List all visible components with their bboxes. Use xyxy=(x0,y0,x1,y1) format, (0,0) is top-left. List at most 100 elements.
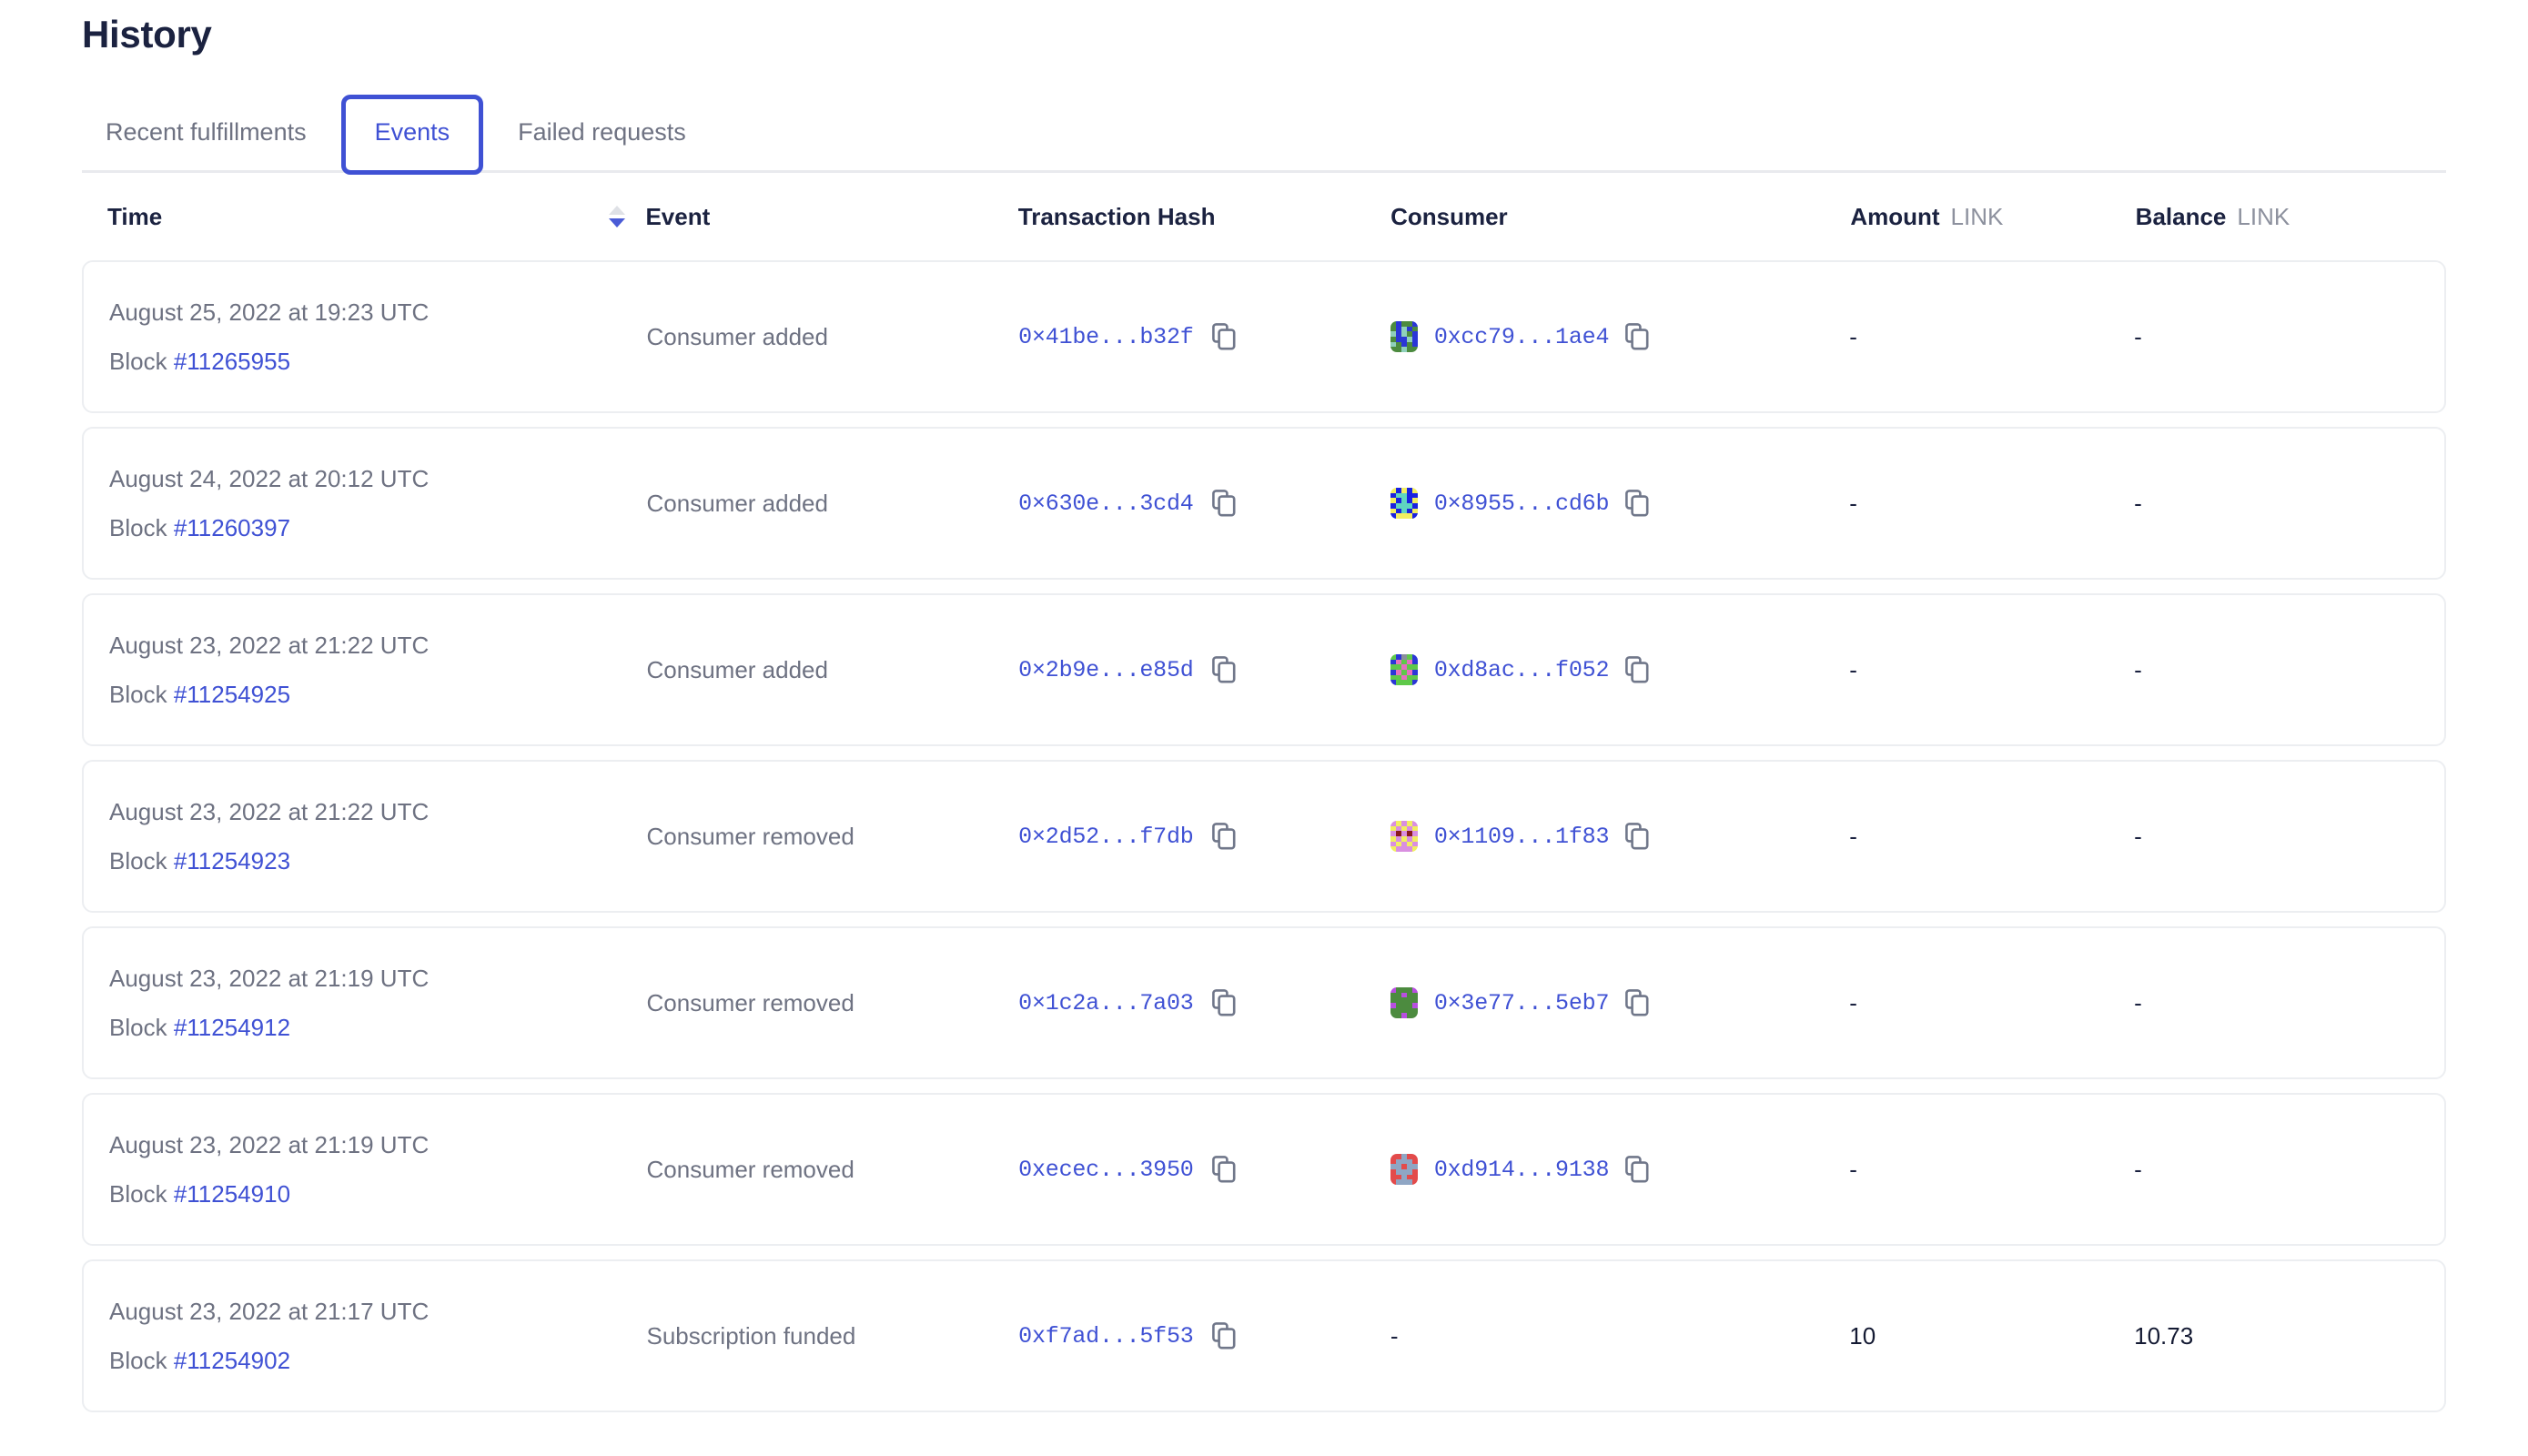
copy-icon[interactable] xyxy=(1625,989,1649,1016)
column-header-balance-label: Balance xyxy=(2135,203,2227,230)
block-number-link[interactable]: #11254923 xyxy=(173,847,291,875)
copy-icon[interactable] xyxy=(1625,823,1649,850)
transaction-hash-link[interactable]: 0×630e...3cd4 xyxy=(1018,490,1194,517)
cell-amount: - xyxy=(1849,490,2134,518)
column-header-transaction-hash[interactable]: Transaction Hash xyxy=(1018,202,1390,231)
cell-event: Consumer added xyxy=(646,656,828,683)
copy-icon[interactable] xyxy=(1211,323,1236,350)
copy-icon[interactable] xyxy=(1211,1156,1236,1183)
consumer-address[interactable]: 0xd914...9138 xyxy=(1433,1156,1610,1183)
tab-events[interactable]: Events xyxy=(340,95,484,175)
consumer-address[interactable]: 0×3e77...5eb7 xyxy=(1433,989,1610,1016)
cell-transaction-hash: 0×630e...3cd4 xyxy=(1018,490,1390,517)
balance-value: - xyxy=(2134,489,2142,517)
cell-consumer: 0xd914...9138 xyxy=(1390,1154,1849,1185)
consumer-address[interactable]: 0xcc79...1ae4 xyxy=(1433,323,1610,350)
copy-icon[interactable] xyxy=(1211,490,1236,517)
event-timestamp: August 23, 2022 at 21:22 UTC xyxy=(109,632,430,659)
transaction-hash-link[interactable]: 0×2b9e...e85d xyxy=(1018,656,1194,683)
table-row[interactable]: August 23, 2022 at 21:17 UTC Block #11254… xyxy=(82,1259,2446,1412)
block-number-link[interactable]: #11254910 xyxy=(173,1180,291,1208)
amount-value: - xyxy=(1849,322,1857,350)
table-body: August 25, 2022 at 19:23 UTC Block #11265… xyxy=(82,260,2446,1412)
table-row[interactable]: August 24, 2022 at 20:12 UTC Block #11260… xyxy=(82,427,2446,580)
block-label: Block xyxy=(109,1347,174,1374)
tab-failed-requests[interactable]: Failed requests xyxy=(494,95,710,171)
column-header-consumer[interactable]: Consumer xyxy=(1390,202,1850,231)
event-timestamp: August 24, 2022 at 20:12 UTC xyxy=(109,465,430,492)
consumer-address[interactable]: 0xd8ac...f052 xyxy=(1433,656,1610,683)
tab-recent-fulfillments[interactable]: Recent fulfillments xyxy=(82,95,330,171)
block-number-link[interactable]: #11254902 xyxy=(173,1347,291,1374)
consumer-identicon xyxy=(1390,1154,1418,1185)
column-header-balance-unit: LINK xyxy=(2237,203,2290,230)
history-tabs: Recent fulfillments Events Failed reques… xyxy=(82,95,2446,175)
copy-icon[interactable] xyxy=(1211,1322,1236,1350)
event-timestamp: August 23, 2022 at 21:19 UTC xyxy=(109,965,430,992)
balance-value: - xyxy=(2134,1155,2142,1183)
consumer-identicon xyxy=(1390,321,1418,352)
transaction-hash-link[interactable]: 0xecec...3950 xyxy=(1018,1156,1194,1183)
block-label: Block xyxy=(109,1014,174,1041)
event-timestamp: August 23, 2022 at 21:17 UTC xyxy=(109,1298,430,1325)
consumer-identicon xyxy=(1390,987,1418,1018)
transaction-hash-link[interactable]: 0xf7ad...5f53 xyxy=(1018,1322,1194,1350)
cell-balance: - xyxy=(2134,490,2419,518)
block-number-link[interactable]: #11254912 xyxy=(173,1014,291,1041)
cell-balance: 10.73 xyxy=(2134,1322,2419,1350)
event-block: Block #11254902 xyxy=(109,1345,429,1376)
table-row[interactable]: August 23, 2022 at 21:22 UTC Block #11254… xyxy=(82,760,2446,913)
cell-transaction-hash: 0×2d52...f7db xyxy=(1018,823,1390,850)
event-block: Block #11254925 xyxy=(109,679,429,710)
amount-value: - xyxy=(1849,655,1857,683)
copy-icon[interactable] xyxy=(1211,656,1236,683)
transaction-hash-link[interactable]: 0×1c2a...7a03 xyxy=(1018,989,1194,1016)
table-row[interactable]: August 23, 2022 at 21:19 UTC Block #11254… xyxy=(82,926,2446,1079)
cell-amount: - xyxy=(1849,989,2134,1017)
event-timestamp: August 23, 2022 at 21:22 UTC xyxy=(109,798,430,825)
event-timestamp: August 25, 2022 at 19:23 UTC xyxy=(109,298,430,326)
block-label: Block xyxy=(109,681,174,708)
transaction-hash-link[interactable]: 0×41be...b32f xyxy=(1018,323,1194,350)
table-row[interactable]: August 25, 2022 at 19:23 UTC Block #11265… xyxy=(82,260,2446,413)
block-number-link[interactable]: #11265955 xyxy=(173,348,291,375)
block-number-link[interactable]: #11260397 xyxy=(173,514,291,541)
table-row[interactable]: August 23, 2022 at 21:19 UTC Block #11254… xyxy=(82,1093,2446,1246)
column-header-event-label: Event xyxy=(645,203,711,230)
event-timestamp: August 23, 2022 at 21:19 UTC xyxy=(109,1131,430,1158)
copy-icon[interactable] xyxy=(1211,823,1236,850)
table-row[interactable]: August 23, 2022 at 21:22 UTC Block #11254… xyxy=(82,593,2446,746)
copy-icon[interactable] xyxy=(1625,656,1649,683)
copy-icon[interactable] xyxy=(1211,989,1236,1016)
sort-descending-icon xyxy=(609,218,626,228)
column-header-time[interactable]: Time xyxy=(107,202,645,231)
cell-transaction-hash: 0xecec...3950 xyxy=(1018,1156,1390,1183)
cell-time: August 23, 2022 at 21:19 UTC Block #11254… xyxy=(109,1129,647,1209)
sort-arrows-icon[interactable] xyxy=(609,206,626,228)
block-number-link[interactable]: #11254925 xyxy=(173,681,291,708)
transaction-hash-link[interactable]: 0×2d52...f7db xyxy=(1018,823,1194,850)
amount-value: - xyxy=(1849,489,1857,517)
column-header-amount[interactable]: Amount LINK xyxy=(1850,202,2135,231)
cell-balance: - xyxy=(2134,1156,2419,1184)
cell-event: Consumer added xyxy=(646,323,828,350)
copy-icon[interactable] xyxy=(1625,490,1649,517)
cell-amount: 10 xyxy=(1849,1322,2134,1350)
cell-consumer: 0xcc79...1ae4 xyxy=(1390,321,1849,352)
event-block: Block #11254910 xyxy=(109,1178,429,1209)
column-header-transaction-hash-label: Transaction Hash xyxy=(1017,203,1216,230)
column-header-balance[interactable]: Balance LINK xyxy=(2136,202,2421,231)
column-header-event[interactable]: Event xyxy=(645,202,1017,231)
cell-time: August 23, 2022 at 21:22 UTC Block #11254… xyxy=(109,630,647,710)
column-header-amount-label: Amount xyxy=(1850,203,1940,230)
cell-event: Consumer removed xyxy=(646,989,854,1016)
copy-icon[interactable] xyxy=(1625,323,1649,350)
consumer-address[interactable]: 0×8955...cd6b xyxy=(1433,490,1610,517)
block-label: Block xyxy=(109,847,174,875)
amount-value: - xyxy=(1849,822,1857,850)
amount-value: 10 xyxy=(1849,1321,1876,1350)
event-block: Block #11254912 xyxy=(109,1012,429,1043)
consumer-address[interactable]: 0×1109...1f83 xyxy=(1433,823,1610,850)
copy-icon[interactable] xyxy=(1625,1156,1649,1183)
